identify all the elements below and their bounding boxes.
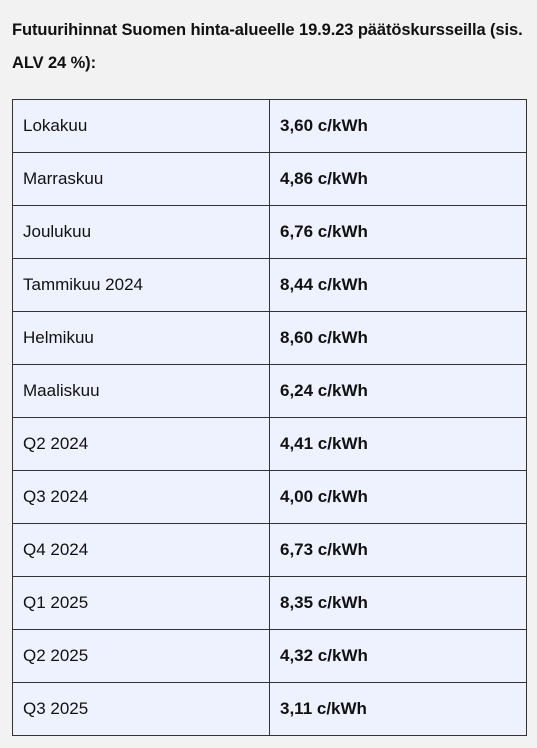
price-cell: 4,86 c/kWh xyxy=(269,152,527,206)
period-cell: Tammikuu 2024 xyxy=(12,258,270,312)
price-cell: 4,00 c/kWh xyxy=(269,470,527,524)
table-row: Q2 2025 4,32 c/kWh xyxy=(12,629,527,683)
price-cell: 4,41 c/kWh xyxy=(269,417,527,471)
table-row: Tammikuu 2024 8,44 c/kWh xyxy=(12,258,527,312)
table-row: Joulukuu 6,76 c/kWh xyxy=(12,205,527,259)
page-heading: Futuurihinnat Suomen hinta-alueelle 19.9… xyxy=(12,21,523,72)
price-cell: 3,11 c/kWh xyxy=(269,682,527,736)
table-row: Q3 2025 3,11 c/kWh xyxy=(12,682,527,736)
table-row: Q4 2024 6,73 c/kWh xyxy=(12,523,527,577)
table-row: Marraskuu 4,86 c/kWh xyxy=(12,152,527,206)
price-cell: 6,76 c/kWh xyxy=(269,205,527,259)
price-cell: 6,73 c/kWh xyxy=(269,523,527,577)
table-row: Maaliskuu 6,24 c/kWh xyxy=(12,364,527,418)
table-row: Lokakuu 3,60 c/kWh xyxy=(12,99,527,153)
futures-price-table: Lokakuu 3,60 c/kWh Marraskuu 4,86 c/kWh … xyxy=(12,99,527,736)
price-cell: 8,35 c/kWh xyxy=(269,576,527,630)
period-cell: Maaliskuu xyxy=(12,364,270,418)
period-cell: Marraskuu xyxy=(12,152,270,206)
table-row: Q2 2024 4,41 c/kWh xyxy=(12,417,527,471)
period-cell: Q2 2024 xyxy=(12,417,270,471)
period-cell: Q4 2024 xyxy=(12,523,270,577)
price-cell: 6,24 c/kWh xyxy=(269,364,527,418)
price-cell: 8,60 c/kWh xyxy=(269,311,527,365)
period-cell: Lokakuu xyxy=(12,99,270,153)
period-cell: Joulukuu xyxy=(12,205,270,259)
period-cell: Q3 2024 xyxy=(12,470,270,524)
period-cell: Q3 2025 xyxy=(12,682,270,736)
table-row: Q3 2024 4,00 c/kWh xyxy=(12,470,527,524)
table-row: Q1 2025 8,35 c/kWh xyxy=(12,576,527,630)
price-cell: 8,44 c/kWh xyxy=(269,258,527,312)
period-cell: Helmikuu xyxy=(12,311,270,365)
period-cell: Q1 2025 xyxy=(12,576,270,630)
price-cell: 4,32 c/kWh xyxy=(269,629,527,683)
period-cell: Q2 2025 xyxy=(12,629,270,683)
table-row: Helmikuu 8,60 c/kWh xyxy=(12,311,527,365)
price-cell: 3,60 c/kWh xyxy=(269,99,527,153)
